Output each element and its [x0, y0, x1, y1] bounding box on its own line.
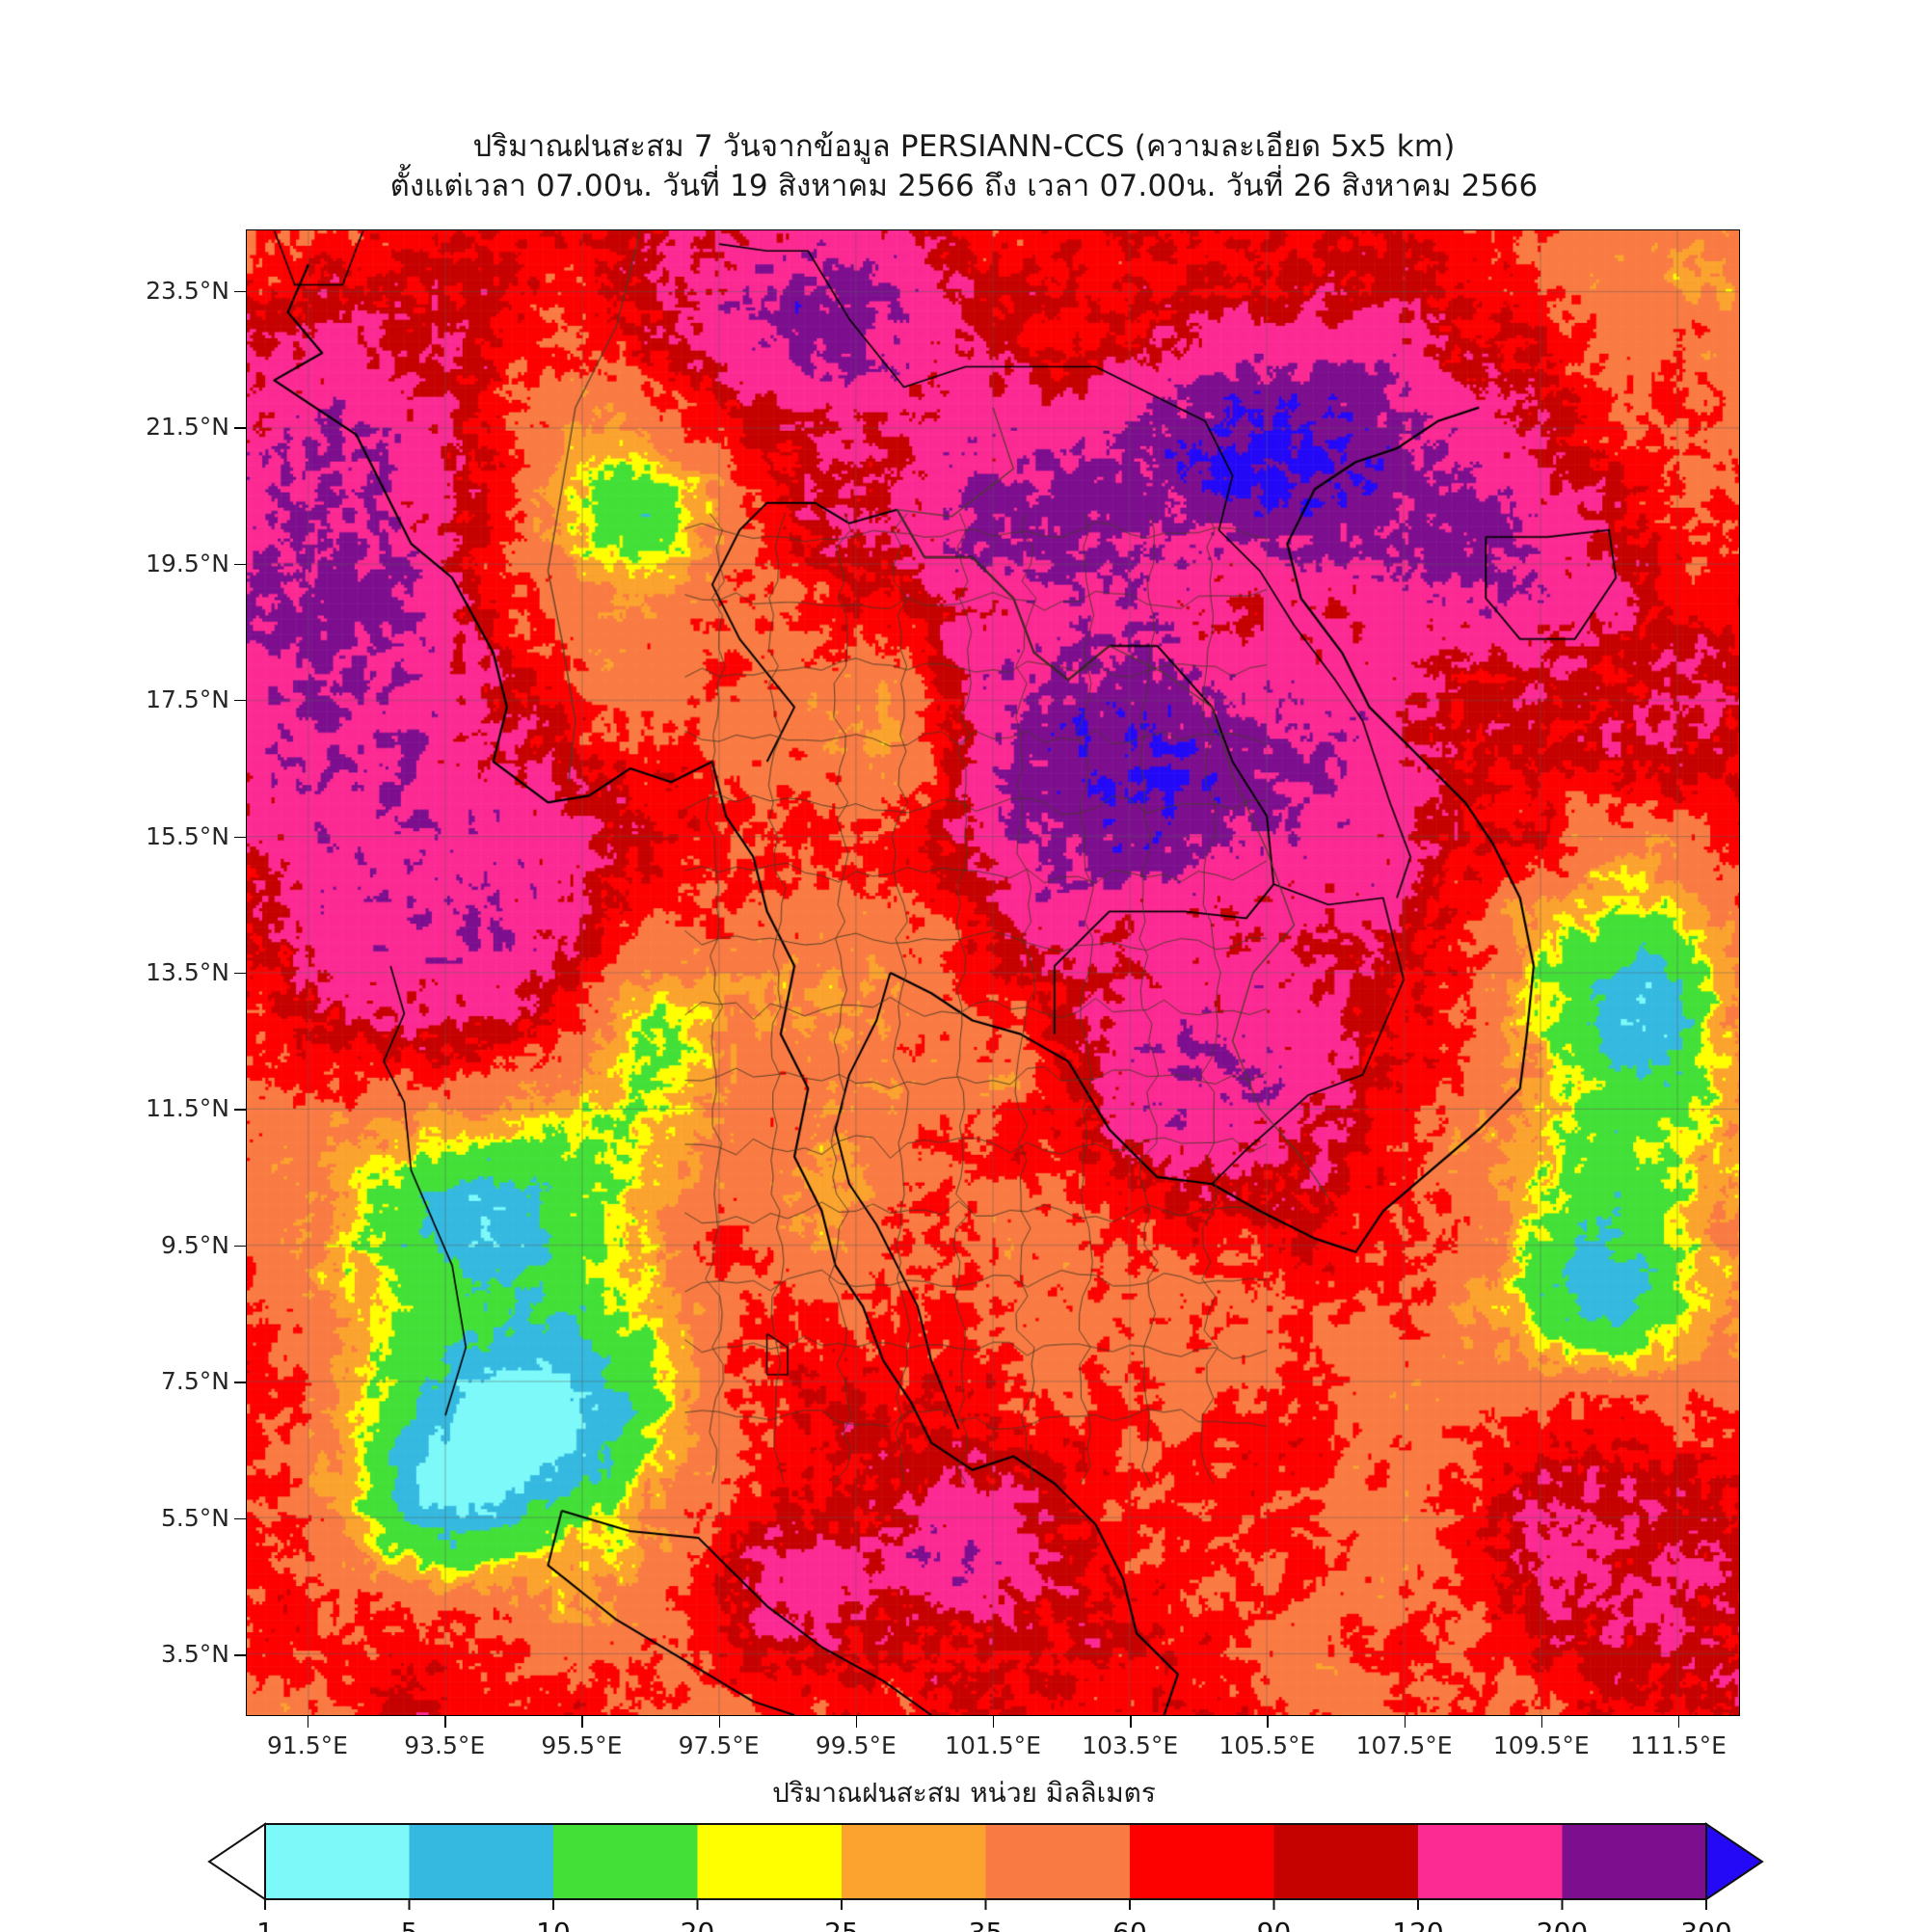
colorbar-band	[553, 1824, 698, 1899]
colorbar-tick-label: 120	[1392, 1917, 1443, 1932]
colorbar-title: ปริมาณฝนสะสม หน่วย มิลลิเมตร	[772, 1777, 1156, 1809]
colorbar-tick-label: 10	[536, 1917, 571, 1932]
y-axis-tick-mark	[234, 973, 246, 975]
colorbar-tick-label: 1	[256, 1917, 274, 1932]
colorbar-band	[1562, 1824, 1707, 1899]
y-axis-tick-mark	[234, 1245, 246, 1248]
x-axis-tick-label: 109.5°E	[1492, 1731, 1590, 1759]
y-axis-tick-label: 23.5°N	[146, 276, 229, 305]
x-axis-tick-mark	[1404, 1716, 1406, 1728]
title-line-1: ปริมาณฝนสะสม 7 วันจากข้อมูล PERSIANN-CCS…	[472, 129, 1456, 164]
x-axis-tick-mark	[855, 1716, 858, 1728]
x-axis-tick-mark	[444, 1716, 446, 1728]
y-axis-tick-mark	[234, 1109, 246, 1111]
y-axis-tick-label: 5.5°N	[161, 1503, 229, 1532]
colorbar: 1 5 10 20 25 35 60 90 120 200 300	[0, 1816, 1928, 1932]
y-axis-tick-mark	[234, 290, 246, 293]
y-axis-tick-mark	[234, 427, 246, 429]
x-axis-tick-label: 103.5°E	[1082, 1731, 1179, 1759]
colorbar-tick-label: 60	[1112, 1917, 1147, 1932]
colorbar-tick-label: 90	[1257, 1917, 1292, 1932]
x-axis-tick-mark	[718, 1716, 720, 1728]
y-axis-tick-mark	[234, 1517, 246, 1520]
colorbar-band	[1418, 1824, 1563, 1899]
colorbar-band	[1130, 1824, 1274, 1899]
x-axis-tick-label: 91.5°E	[267, 1731, 348, 1759]
rainfall-heatmap-canvas	[247, 230, 1739, 1715]
map-plot-area	[246, 229, 1740, 1716]
y-axis-tick-label: 21.5°N	[146, 413, 229, 442]
x-axis-tick-mark	[1267, 1716, 1269, 1728]
x-axis-tick-label: 95.5°E	[541, 1731, 623, 1759]
y-axis-tick-label: 3.5°N	[161, 1640, 229, 1669]
colorbar-tick-label: 35	[969, 1917, 1004, 1932]
colorbar-tick-label: 5	[401, 1917, 418, 1932]
x-axis-tick-label: 101.5°E	[945, 1731, 1041, 1759]
y-axis-tick-mark	[234, 700, 246, 702]
y-axis-tick-label: 19.5°N	[146, 549, 229, 577]
y-axis-tick-mark	[234, 563, 246, 565]
colorbar-band	[409, 1824, 554, 1899]
x-axis-tick-label: 93.5°E	[404, 1731, 486, 1759]
colorbar-tick-label: 20	[681, 1917, 715, 1932]
colorbar-extend-low	[207, 1822, 266, 1901]
y-axis-tick-label: 13.5°N	[146, 958, 229, 986]
colorbar-tick-label: 25	[824, 1917, 859, 1932]
y-axis-tick-label: 17.5°N	[146, 685, 229, 714]
y-axis-tick-mark	[234, 836, 246, 838]
x-axis-tick-label: 97.5°E	[678, 1731, 760, 1759]
x-axis-tick-label: 99.5°E	[815, 1731, 897, 1759]
figure-title: ปริมาณฝนสะสม 7 วันจากข้อมูล PERSIANN-CCS…	[0, 127, 1928, 206]
x-axis-tick-label: 107.5°E	[1355, 1731, 1453, 1759]
x-axis-tick-mark	[1540, 1716, 1543, 1728]
y-axis-tick-label: 11.5°N	[146, 1094, 229, 1123]
colorbar-band	[697, 1824, 843, 1899]
y-axis-tick-label: 9.5°N	[161, 1230, 229, 1259]
colorbar-tick-label: 300	[1680, 1917, 1731, 1932]
y-axis-tick-label: 15.5°N	[146, 821, 229, 850]
y-axis-tick-label: 7.5°N	[161, 1367, 229, 1396]
x-axis-tick-mark	[993, 1716, 995, 1728]
colorbar-tick-label: 200	[1537, 1917, 1588, 1932]
title-line-2: ตั้งแต่เวลา 07.00น. วันที่ 19 สิงหาคม 25…	[389, 169, 1539, 204]
y-axis-tick-mark	[234, 1654, 246, 1656]
colorbar-band	[1273, 1824, 1419, 1899]
colorbar-svg: 1 5 10 20 25 35 60 90 120 200 300	[207, 1822, 1764, 1932]
colorbar-extend-high	[1705, 1822, 1764, 1901]
x-axis-tick-mark	[1130, 1716, 1132, 1728]
x-axis-tick-mark	[581, 1716, 583, 1728]
colorbar-band	[985, 1824, 1131, 1899]
x-axis-tick-label: 111.5°E	[1630, 1731, 1727, 1759]
colorbar-band	[265, 1824, 410, 1899]
x-axis-tick-label: 105.5°E	[1218, 1731, 1316, 1759]
x-axis-tick-mark	[1678, 1716, 1680, 1728]
colorbar-band	[842, 1824, 986, 1899]
